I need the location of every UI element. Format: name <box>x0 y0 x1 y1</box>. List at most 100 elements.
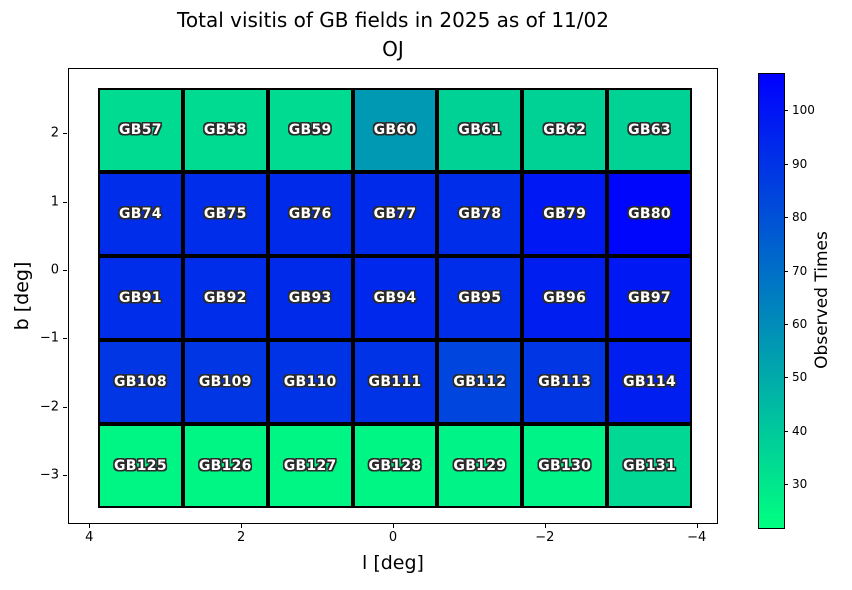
heatmap-cell: GB128 <box>352 424 438 508</box>
x-tick-mark <box>241 524 243 528</box>
heatmap-cell: GB79 <box>522 172 608 256</box>
heatmap-cell: GB112 <box>437 340 523 424</box>
y-tick-label: −3 <box>39 467 59 483</box>
colorbar-tick-label: 100 <box>792 103 815 118</box>
cell-label: GB111 <box>368 374 422 390</box>
colorbar-tick-label: 50 <box>792 370 808 385</box>
cell-label: GB58 <box>203 122 247 138</box>
colorbar-tick-mark <box>784 163 788 165</box>
chart-title: Total visitis of GB fields in 2025 as of… <box>177 8 609 32</box>
x-tick-label: 2 <box>236 530 246 545</box>
heatmap-cell: GB74 <box>98 172 183 256</box>
heatmap-cell: GB61 <box>437 88 523 172</box>
cell-label: GB80 <box>628 206 671 222</box>
cell-label: GB129 <box>453 458 507 474</box>
colorbar-tick-mark <box>784 484 788 486</box>
heatmap-cell: GB129 <box>437 424 523 508</box>
cell-label: GB108 <box>113 374 167 390</box>
cell-label: GB128 <box>368 458 422 474</box>
plot-area: GB57 GB58 GB59 GB60 GB61 GB62 GB63 GB74 GB75 GB76… <box>68 68 718 524</box>
heatmap-cell: GB131 <box>607 424 692 508</box>
cell-label: GB126 <box>198 458 252 474</box>
heatmap-cell: GB58 <box>182 88 268 172</box>
colorbar-tick-label: 30 <box>792 477 808 492</box>
y-tick-mark <box>63 201 67 203</box>
cell-label: GB127 <box>283 458 337 474</box>
cell-label: GB60 <box>373 122 417 138</box>
heatmap-cell: GB96 <box>522 256 608 340</box>
x-tick-mark <box>544 524 546 528</box>
x-tick-mark <box>393 524 394 528</box>
y-tick-label: 0 <box>50 262 59 278</box>
colorbar-tick-mark <box>784 217 788 219</box>
cell-label: GB97 <box>628 290 671 306</box>
heatmap-cell: GB78 <box>437 172 523 256</box>
colorbar-tick-label: 80 <box>792 210 808 225</box>
y-tick-label: 1 <box>50 194 59 209</box>
heatmap-cell: GB75 <box>182 172 268 256</box>
chart-subtitle: OJ <box>382 37 404 61</box>
heatmap-cell: GB130 <box>522 424 608 508</box>
heatmap-cell: GB113 <box>522 340 608 424</box>
colorbar-tick-mark <box>784 377 788 379</box>
cell-label: GB112 <box>453 374 507 390</box>
x-tick-mark <box>696 524 698 528</box>
heatmap-cell: GB57 <box>98 88 183 172</box>
colorbar-tick-label: 40 <box>792 423 808 438</box>
cell-label: GB62 <box>543 122 587 138</box>
heatmap-cell: GB94 <box>352 256 438 340</box>
y-tick-mark <box>63 269 67 271</box>
cell-label: GB63 <box>628 122 671 138</box>
heatmap-cell: GB63 <box>607 88 692 172</box>
y-tick-label: −2 <box>39 399 59 415</box>
heatmap-cell: GB92 <box>182 256 268 340</box>
heatmap-cell: GB114 <box>607 340 692 424</box>
heatmap-cell: GB109 <box>182 340 268 424</box>
heatmap-cell: GB91 <box>98 256 183 340</box>
cell-label: GB92 <box>203 290 247 306</box>
heatmap-cell: GB108 <box>98 340 183 424</box>
colorbar-tick-label: 60 <box>792 317 808 332</box>
cell-label: GB74 <box>118 206 162 222</box>
heatmap-cell: GB76 <box>267 172 353 256</box>
colorbar <box>758 73 785 529</box>
heatmap-cell: GB80 <box>607 172 692 256</box>
heatmap-cell: GB97 <box>607 256 692 340</box>
cell-label: GB109 <box>198 374 252 390</box>
x-tick-label: −4 <box>687 530 707 545</box>
cell-label: GB61 <box>458 122 502 138</box>
cell-label: GB76 <box>288 206 332 222</box>
y-tick-mark <box>63 338 67 340</box>
colorbar-tick-mark <box>784 430 788 432</box>
x-tick-label: −2 <box>535 530 555 545</box>
cell-label: GB91 <box>118 290 162 306</box>
heatmap-cell: GB62 <box>522 88 608 172</box>
cell-label: GB95 <box>458 290 502 306</box>
y-tick-label: 2 <box>50 125 59 141</box>
cell-label: GB57 <box>118 122 162 138</box>
y-tick-label: −1 <box>39 330 59 346</box>
cell-label: GB78 <box>458 206 502 222</box>
colorbar-tick-mark <box>784 324 788 326</box>
y-tick-mark <box>63 475 67 477</box>
cell-label: GB77 <box>373 206 417 222</box>
heatmap-cell: GB95 <box>437 256 523 340</box>
cell-label: GB93 <box>288 290 332 306</box>
heatmap-cell: GB111 <box>352 340 438 424</box>
x-axis-label: l [deg] <box>362 552 424 574</box>
colorbar-tick-label: 70 <box>792 263 808 278</box>
cell-label: GB79 <box>543 206 587 222</box>
heatmap-cell: GB126 <box>182 424 268 508</box>
cell-label: GB75 <box>203 206 247 222</box>
cell-label: GB125 <box>113 458 167 474</box>
colorbar-label: Observed Times <box>812 231 832 369</box>
x-tick-label: 0 <box>388 530 398 545</box>
colorbar-tick-mark <box>784 110 788 112</box>
colorbar-tick-mark <box>784 270 788 272</box>
heatmap-cell: GB110 <box>267 340 353 424</box>
cell-label: GB114 <box>623 374 676 390</box>
cell-label: GB113 <box>538 374 592 390</box>
heatmap-grid: GB57 GB58 GB59 GB60 GB61 GB62 GB63 GB74 GB75 GB76… <box>98 88 692 508</box>
heatmap-cell: GB60 <box>352 88 438 172</box>
